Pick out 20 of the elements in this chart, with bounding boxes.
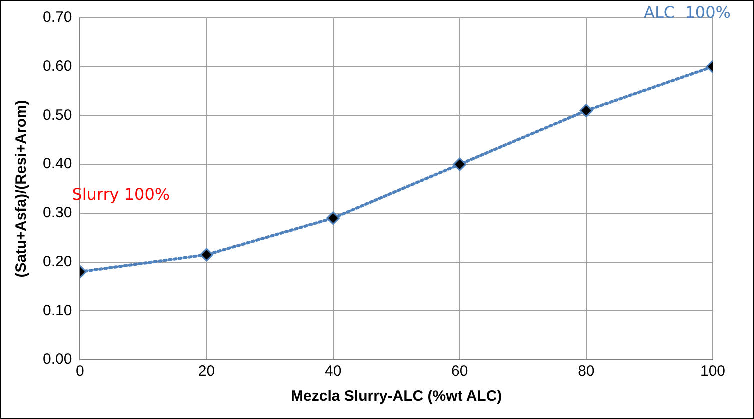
annotation: Slurry 100% [72,184,170,204]
y-tick-label: 0.10 [42,302,72,320]
y-tick-label: 0.70 [42,9,72,26]
y-tick-label: 0.30 [42,204,72,222]
y-tick-label: 0.00 [42,351,72,368]
x-axis-title: Mezcla Slurry-ALC (%wt ALC) [291,388,502,406]
point [453,158,467,172]
x-tick-label: 60 [452,363,468,380]
y-tick-label: 0.50 [42,106,72,124]
x-tick-label: 0 [76,363,84,380]
y-tick-label: 0.60 [42,58,72,75]
x-tick-label: 40 [324,363,342,380]
x-tick-label: 20 [198,363,216,380]
x-tick-label: 100 [700,363,726,380]
y-axis-title: (Satu+Asfa)/(Resi+Arom) [13,100,30,278]
annotation: ALC 100% [644,3,731,22]
x-tick-label: 80 [578,363,595,380]
y-tick-label: 0.40 [42,156,72,173]
y-tick-label: 0.20 [42,253,72,270]
point [326,212,340,226]
